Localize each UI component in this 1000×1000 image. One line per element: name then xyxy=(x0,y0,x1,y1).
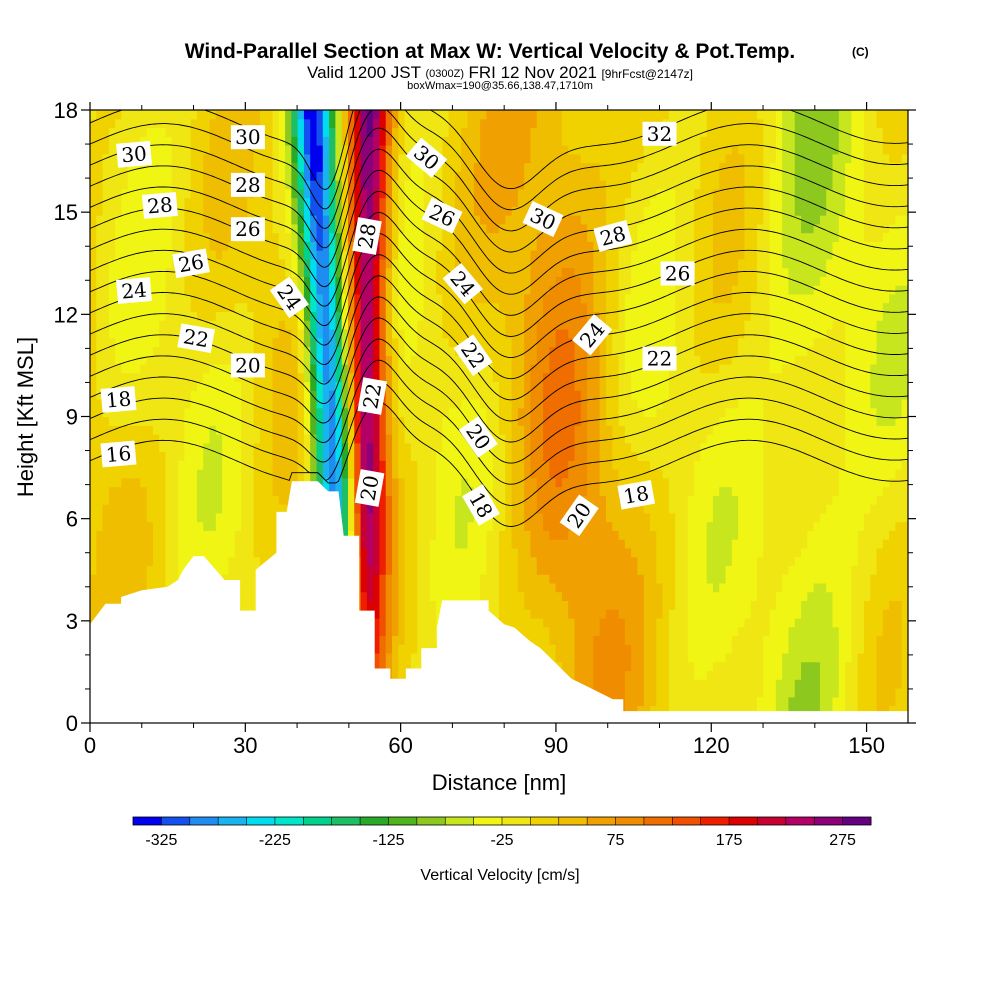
y-axis-title: Height [Kft MSL] xyxy=(13,337,38,497)
colorbar-swatch xyxy=(189,817,219,825)
contour-label: 28 xyxy=(352,217,382,255)
contour-label: 22 xyxy=(642,346,677,371)
theta-contour-line xyxy=(90,359,908,485)
colorbar-swatch xyxy=(445,817,475,825)
colorbar-tick-label: 175 xyxy=(716,832,743,849)
theta-contour-line xyxy=(90,190,908,316)
theta-contour-line xyxy=(90,148,908,274)
y-tick-label: 3 xyxy=(66,609,78,634)
colorbar-swatch xyxy=(161,817,191,825)
chart-subtitle: Valid 1200 JST (0300Z) FRI 12 Nov 2021 [… xyxy=(307,63,693,82)
contour-label: 26 xyxy=(172,248,210,279)
theta-contour-line xyxy=(90,110,908,211)
contour-label: 32 xyxy=(642,121,677,146)
valid-date: FRI 12 Nov 2021 xyxy=(468,63,597,82)
colorbar-swatch xyxy=(246,817,276,825)
contour-label: 28 xyxy=(230,172,265,197)
contour-label: 18 xyxy=(100,386,137,413)
theta-contour-line xyxy=(90,296,908,422)
colorbar-swatch xyxy=(274,817,304,825)
colorbar-swatch xyxy=(473,817,503,825)
y-tick-label: 9 xyxy=(66,405,78,430)
colorbar-swatch xyxy=(416,817,446,825)
colorbar: -325 -225 -125 -25 75 175 275 xyxy=(132,816,872,849)
x-tick-label: 30 xyxy=(233,733,257,758)
contour-label: 30 xyxy=(230,125,265,150)
contour-label: 28 xyxy=(593,220,633,252)
x-tick-label: 150 xyxy=(848,733,885,758)
box-info: boxWmax=190@35.66,138.47,1710m xyxy=(407,80,593,92)
colorbar-swatch xyxy=(700,817,730,825)
x-tick-label: 60 xyxy=(388,733,412,758)
theta-contour-line xyxy=(90,275,908,401)
y-tick-label: 18 xyxy=(54,98,78,123)
colorbar-swatch xyxy=(502,817,531,825)
x-tick-label: 90 xyxy=(544,733,568,758)
theta-contour-line xyxy=(90,233,908,359)
plot-area: 3028262422181630282620242822203026242220… xyxy=(54,98,916,758)
contour-label: 20 xyxy=(230,353,265,378)
y-tick-label: 15 xyxy=(54,200,78,225)
contour-label: 22 xyxy=(357,377,387,415)
y-tick-label: 12 xyxy=(54,302,78,327)
forecast-info: [9hrFcst@2147z] xyxy=(601,67,693,81)
colorbar-swatch xyxy=(331,817,361,825)
colorbar-swatch xyxy=(303,817,333,825)
theta-contour-line xyxy=(90,169,908,295)
y-tick-label: 6 xyxy=(66,507,78,532)
valid-time: Valid 1200 JST xyxy=(307,63,421,82)
contour-label: 26 xyxy=(660,261,695,286)
colorbar-tick-label: -125 xyxy=(372,832,404,849)
x-tick-label: 0 xyxy=(84,733,96,758)
theta-contour-line xyxy=(90,110,908,190)
contour-label: 24 xyxy=(116,277,152,304)
theta-contour-line xyxy=(90,127,908,253)
colorbar-swatch xyxy=(218,817,247,825)
colorbar-tick-label: -225 xyxy=(259,832,291,849)
colorbar-tick-label: -325 xyxy=(145,832,177,849)
colorbar-swatch xyxy=(558,817,588,825)
colorbar-swatch xyxy=(587,817,616,825)
colorbar-swatch xyxy=(530,817,560,825)
colorbar-swatch xyxy=(388,817,418,825)
colorbar-swatch xyxy=(615,817,645,825)
theta-contour-line xyxy=(90,402,908,527)
contour-label: 18 xyxy=(617,480,656,510)
colorbar-swatch xyxy=(814,817,844,825)
theta-contour-line xyxy=(90,317,908,443)
colorbar-tick-label: 75 xyxy=(607,832,625,849)
chart-title: Wind-Parallel Section at Max W: Vertical… xyxy=(185,40,796,63)
colorbar-swatch xyxy=(643,817,673,825)
contour-label: 20 xyxy=(354,469,385,507)
colorbar-swatch xyxy=(842,817,872,825)
colorbar-swatch xyxy=(133,817,162,825)
colorbar-swatch xyxy=(757,817,787,825)
contour-label: 28 xyxy=(141,191,178,219)
colorbar-swatch xyxy=(360,817,389,825)
contour-label: 30 xyxy=(116,140,152,168)
x-tick-label: 120 xyxy=(693,733,730,758)
contour-label: 16 xyxy=(100,440,137,468)
theta-contour-line xyxy=(90,254,908,380)
colorbar-tick-label: 275 xyxy=(829,832,856,849)
theta-contour-line xyxy=(90,338,908,464)
valid-utc: (0300Z) xyxy=(425,68,464,80)
contour-label: 26 xyxy=(230,217,265,242)
theta-contour-line xyxy=(90,380,908,506)
contour-label: 22 xyxy=(177,323,215,353)
theta-contours xyxy=(90,110,908,527)
colorbar-tick-label: -25 xyxy=(490,832,513,849)
copyright-mark: (C) xyxy=(852,45,869,59)
y-tick-label: 0 xyxy=(66,711,78,736)
colorbar-swatch xyxy=(785,817,815,825)
colorbar-swatch xyxy=(729,817,758,825)
terrain xyxy=(90,481,908,723)
x-axis-title: Distance [nm] xyxy=(432,770,567,795)
colorbar-swatch xyxy=(672,817,702,825)
theta-contour-line xyxy=(90,110,908,232)
colorbar-title: Vertical Velocity [cm/s] xyxy=(420,867,579,884)
theta-contour-line xyxy=(90,212,908,337)
